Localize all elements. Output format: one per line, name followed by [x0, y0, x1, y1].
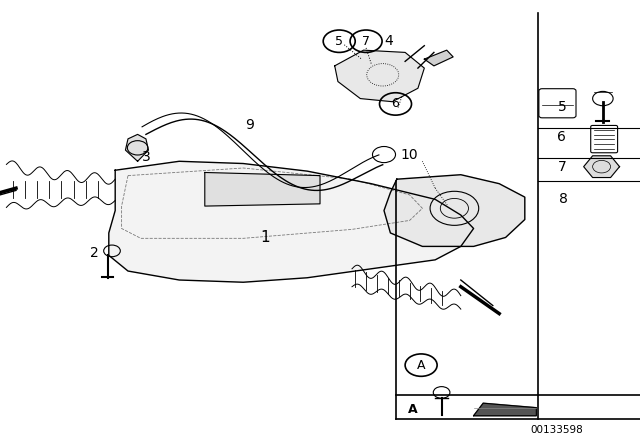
Text: 5: 5: [557, 99, 566, 114]
Polygon shape: [424, 50, 453, 66]
Polygon shape: [335, 50, 424, 102]
Text: 00133598: 00133598: [531, 425, 583, 435]
Polygon shape: [584, 156, 620, 177]
Text: 8: 8: [559, 192, 568, 207]
Text: 7: 7: [362, 34, 370, 48]
Polygon shape: [109, 161, 474, 282]
Text: 3: 3: [141, 150, 150, 164]
Text: 5: 5: [335, 34, 343, 48]
Text: A: A: [417, 358, 426, 372]
Text: 6: 6: [392, 97, 399, 111]
Text: A: A: [408, 402, 418, 416]
Text: 6: 6: [557, 129, 566, 144]
Polygon shape: [384, 175, 525, 246]
Text: 2: 2: [90, 246, 99, 260]
Polygon shape: [474, 403, 536, 416]
Text: 9: 9: [245, 118, 254, 133]
Text: 1: 1: [260, 230, 271, 245]
Text: 4: 4: [385, 34, 394, 48]
Polygon shape: [125, 134, 148, 161]
Text: 10: 10: [401, 147, 419, 162]
Polygon shape: [205, 172, 320, 206]
Text: 7: 7: [557, 160, 566, 174]
